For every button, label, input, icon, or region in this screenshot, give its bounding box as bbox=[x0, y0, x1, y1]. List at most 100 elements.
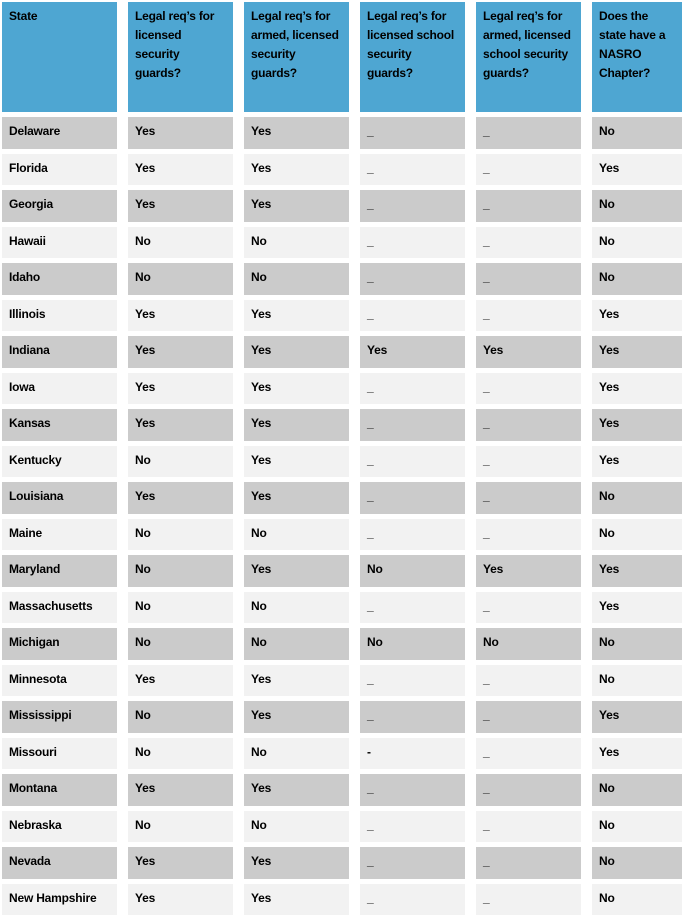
column-header-licensed-guards: Legal req’s for licensed security guards… bbox=[128, 2, 233, 112]
value-cell: No bbox=[128, 263, 233, 295]
value-cell: Yes bbox=[128, 847, 233, 879]
value-cell: _ bbox=[476, 190, 581, 222]
value-cell: _ bbox=[476, 519, 581, 551]
value-cell: No bbox=[244, 811, 349, 843]
value-cell: Yes bbox=[128, 336, 233, 368]
value-cell: No bbox=[360, 555, 465, 587]
value-cell: No bbox=[592, 117, 682, 149]
value-cell: No bbox=[244, 738, 349, 770]
value-cell: No bbox=[128, 628, 233, 660]
value-cell: _ bbox=[360, 701, 465, 733]
value-cell: No bbox=[592, 519, 682, 551]
value-cell: No bbox=[244, 592, 349, 624]
value-cell: No bbox=[592, 811, 682, 843]
value-cell: Yes bbox=[244, 300, 349, 332]
column-header-licensed-school-guards: Legal req’s for licensed school security… bbox=[360, 2, 465, 112]
value-cell: No bbox=[128, 738, 233, 770]
state-cell: Maine bbox=[2, 519, 117, 551]
state-cell: Indiana bbox=[2, 336, 117, 368]
value-cell: _ bbox=[476, 665, 581, 697]
state-cell: Michigan bbox=[2, 628, 117, 660]
value-cell: Yes bbox=[476, 555, 581, 587]
state-cell: Idaho bbox=[2, 263, 117, 295]
value-cell: Yes bbox=[592, 373, 682, 405]
value-cell: Yes bbox=[592, 300, 682, 332]
value-cell: No bbox=[128, 555, 233, 587]
value-cell: Yes bbox=[128, 190, 233, 222]
state-cell: Delaware bbox=[2, 117, 117, 149]
value-cell: _ bbox=[360, 519, 465, 551]
value-cell: No bbox=[592, 847, 682, 879]
value-cell: Yes bbox=[244, 154, 349, 186]
value-cell: Yes bbox=[128, 774, 233, 806]
value-cell: _ bbox=[476, 227, 581, 259]
column-header-armed-licensed-guards: Legal req’s for armed, licensed security… bbox=[244, 2, 349, 112]
value-cell: _ bbox=[476, 701, 581, 733]
value-cell: _ bbox=[360, 300, 465, 332]
value-cell: No bbox=[128, 227, 233, 259]
state-cell: New Hampshire bbox=[2, 884, 117, 915]
value-cell: No bbox=[128, 592, 233, 624]
value-cell: No bbox=[592, 628, 682, 660]
value-cell: _ bbox=[476, 774, 581, 806]
value-cell: _ bbox=[360, 446, 465, 478]
state-cell: Georgia bbox=[2, 190, 117, 222]
value-cell: _ bbox=[360, 482, 465, 514]
value-cell: No bbox=[592, 482, 682, 514]
value-cell: No bbox=[592, 884, 682, 915]
value-cell: Yes bbox=[592, 701, 682, 733]
value-cell: No bbox=[128, 519, 233, 551]
state-cell: Maryland bbox=[2, 555, 117, 587]
value-cell: Yes bbox=[128, 373, 233, 405]
value-cell: Yes bbox=[244, 884, 349, 915]
column-header-armed-licensed-school-guards: Legal req’s for armed, licensed school s… bbox=[476, 2, 581, 112]
value-cell: _ bbox=[476, 884, 581, 915]
value-cell: No bbox=[476, 628, 581, 660]
state-cell: Kentucky bbox=[2, 446, 117, 478]
value-cell: No bbox=[592, 227, 682, 259]
value-cell: _ bbox=[360, 592, 465, 624]
state-cell: Nevada bbox=[2, 847, 117, 879]
value-cell: Yes bbox=[244, 847, 349, 879]
value-cell: _ bbox=[476, 446, 581, 478]
value-cell: No bbox=[244, 519, 349, 551]
value-cell: No bbox=[128, 446, 233, 478]
value-cell: Yes bbox=[592, 446, 682, 478]
value-cell: _ bbox=[476, 592, 581, 624]
value-cell: No bbox=[360, 628, 465, 660]
value-cell: _ bbox=[360, 884, 465, 915]
value-cell: Yes bbox=[244, 336, 349, 368]
value-cell: _ bbox=[476, 847, 581, 879]
value-cell: Yes bbox=[244, 555, 349, 587]
value-cell: No bbox=[128, 811, 233, 843]
value-cell: Yes bbox=[592, 409, 682, 441]
value-cell: _ bbox=[360, 847, 465, 879]
value-cell: Yes bbox=[244, 701, 349, 733]
column-header-state: State bbox=[2, 2, 117, 112]
value-cell: Yes bbox=[244, 446, 349, 478]
value-cell: _ bbox=[360, 117, 465, 149]
value-cell: _ bbox=[476, 263, 581, 295]
value-cell: Yes bbox=[476, 336, 581, 368]
value-cell: _ bbox=[476, 409, 581, 441]
value-cell: Yes bbox=[244, 373, 349, 405]
value-cell: No bbox=[592, 263, 682, 295]
value-cell: _ bbox=[476, 738, 581, 770]
state-cell: Montana bbox=[2, 774, 117, 806]
state-cell: Massachusetts bbox=[2, 592, 117, 624]
value-cell: _ bbox=[476, 154, 581, 186]
value-cell: _ bbox=[476, 300, 581, 332]
value-cell: _ bbox=[476, 482, 581, 514]
value-cell: Yes bbox=[128, 884, 233, 915]
state-cell: Kansas bbox=[2, 409, 117, 441]
value-cell: _ bbox=[360, 263, 465, 295]
value-cell: _ bbox=[360, 811, 465, 843]
state-cell: Hawaii bbox=[2, 227, 117, 259]
state-cell: Mississippi bbox=[2, 701, 117, 733]
value-cell: Yes bbox=[244, 409, 349, 441]
value-cell: Yes bbox=[244, 190, 349, 222]
value-cell: _ bbox=[360, 227, 465, 259]
value-cell: Yes bbox=[128, 117, 233, 149]
state-cell: Nebraska bbox=[2, 811, 117, 843]
